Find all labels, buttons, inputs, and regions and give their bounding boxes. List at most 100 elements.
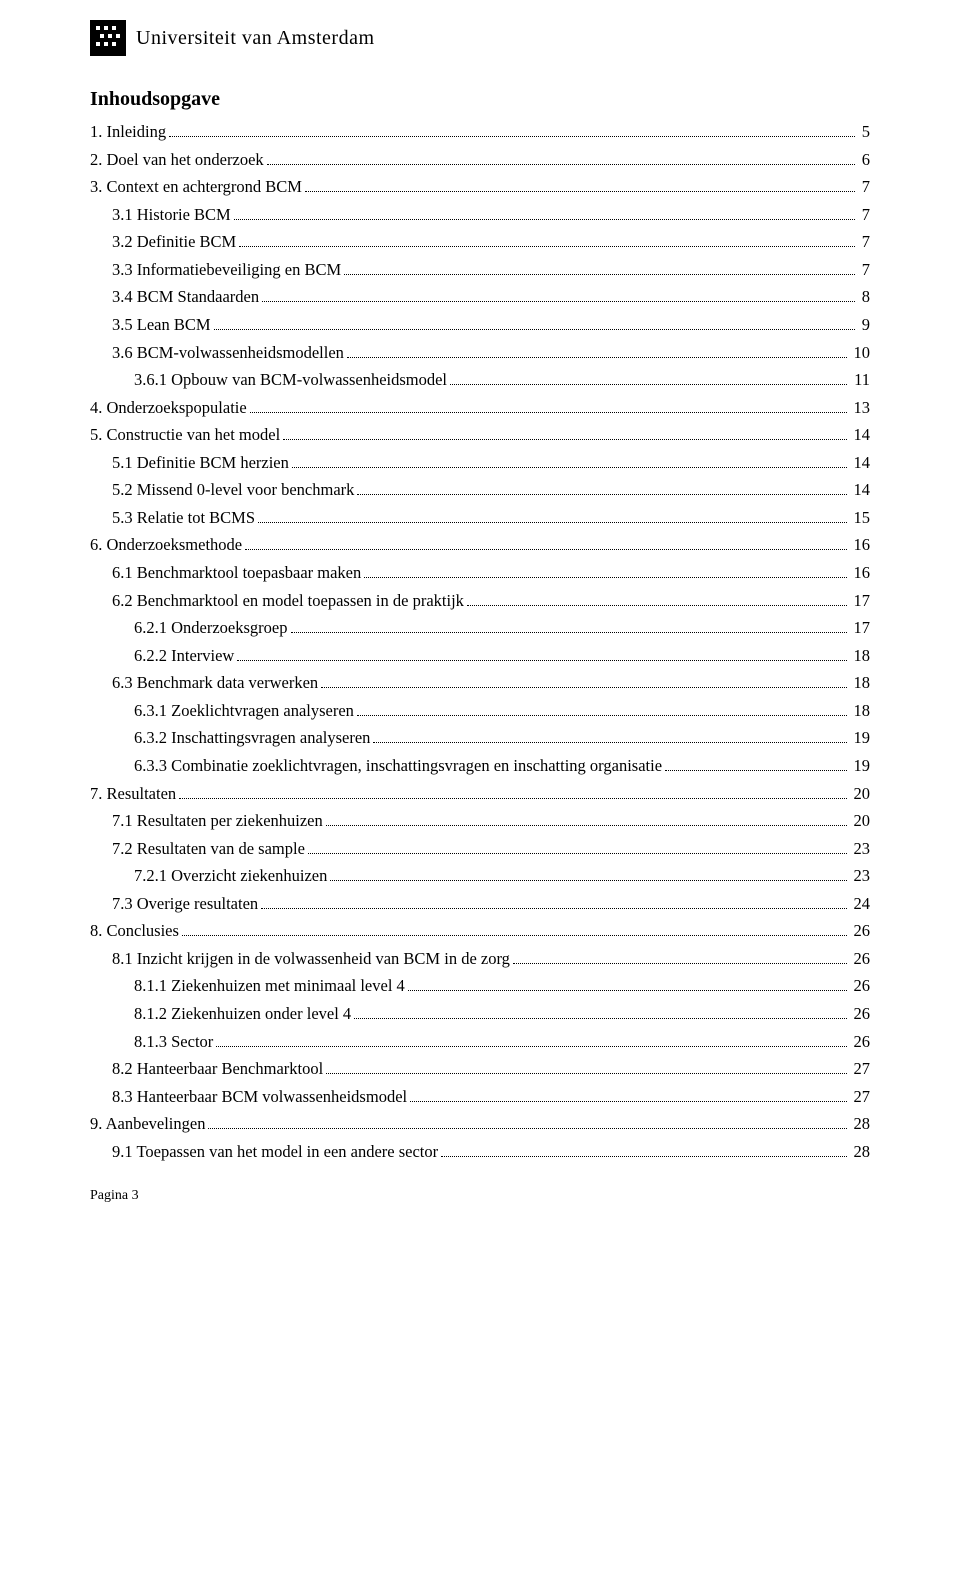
toc-entry-page: 18	[850, 670, 871, 696]
toc-entry-label: 6.2 Benchmarktool en model toepassen in …	[112, 588, 464, 614]
toc-entry: 6.3 Benchmark data verwerken 18	[90, 670, 870, 696]
toc-entry: 6. Onderzoeksmethode16	[90, 532, 870, 558]
toc-entry-page: 20	[850, 808, 871, 834]
toc-entry-page: 19	[850, 725, 871, 751]
toc-entry-label: 9. Aanbevelingen	[90, 1111, 205, 1137]
toc-leader-dots	[234, 211, 855, 220]
toc-entry-page: 13	[850, 395, 871, 421]
toc-entry-label: 6.3.2 Inschattingsvragen analyseren	[134, 725, 370, 751]
toc-entry: 9.1 Toepassen van het model in een ander…	[90, 1139, 870, 1165]
toc-entry: 6.2.1 Onderzoeksgroep 17	[90, 615, 870, 641]
toc-leader-dots	[308, 845, 847, 854]
toc-entry: 9. Aanbevelingen 28	[90, 1111, 870, 1137]
toc-entry: 3.6 BCM-volwassenheidsmodellen10	[90, 340, 870, 366]
toc-entry: 7. Resultaten20	[90, 781, 870, 807]
toc-entry-page: 18	[850, 643, 871, 669]
toc-leader-dots	[291, 624, 847, 633]
toc-leader-dots	[408, 982, 847, 991]
toc-leader-dots	[450, 376, 847, 385]
toc-leader-dots	[169, 128, 855, 137]
toc-entry: 7.2 Resultaten van de sample23	[90, 836, 870, 862]
toc-leader-dots	[354, 1010, 846, 1019]
toc-leader-dots	[267, 156, 855, 165]
toc-entry-label: 8.1.3 Sector	[134, 1029, 213, 1055]
toc-entry-page: 27	[850, 1056, 871, 1082]
toc-leader-dots	[330, 872, 846, 881]
institution-name: Universiteit van Amsterdam	[136, 27, 375, 50]
toc-entry: 5.3 Relatie tot BCMS 15	[90, 505, 870, 531]
toc-leader-dots	[410, 1093, 846, 1102]
toc-entry-label: 6.1 Benchmarktool toepasbaar maken	[112, 560, 361, 586]
toc-entry-page: 17	[850, 588, 871, 614]
toc-entry-page: 28	[850, 1111, 871, 1137]
toc-entry: 7.1 Resultaten per ziekenhuizen 20	[90, 808, 870, 834]
toc-entry-page: 14	[850, 477, 871, 503]
toc-entry-page: 7	[858, 229, 870, 255]
toc-entry-label: 3.4 BCM Standaarden	[112, 284, 259, 310]
uva-logo-icon	[90, 20, 126, 56]
toc-leader-dots	[179, 789, 846, 798]
toc-entry: 3.5 Lean BCM9	[90, 312, 870, 338]
toc-entry: 2. Doel van het onderzoek6	[90, 147, 870, 173]
toc-entry: 7.2.1 Overzicht ziekenhuizen23	[90, 863, 870, 889]
toc-leader-dots	[326, 1065, 846, 1074]
toc-entry-page: 18	[850, 698, 871, 724]
toc-leader-dots	[305, 183, 855, 192]
toc-entry-page: 27	[850, 1084, 871, 1110]
toc-leader-dots	[665, 762, 846, 771]
toc-entry-label: 5.1 Definitie BCM herzien	[112, 450, 289, 476]
toc-entry: 6.2.2 Interview 18	[90, 643, 870, 669]
toc-leader-dots	[182, 927, 847, 936]
toc-entry: 8.1 Inzicht krijgen in de volwassenheid …	[90, 946, 870, 972]
toc-entry-page: 9	[858, 312, 870, 338]
toc-entry-page: 5	[858, 119, 870, 145]
toc-title: Inhoudsopgave	[90, 88, 870, 111]
toc-leader-dots	[326, 817, 847, 826]
toc-entry-page: 20	[850, 781, 871, 807]
toc-entry-label: 8.1.2 Ziekenhuizen onder level 4	[134, 1001, 351, 1027]
toc-entry-label: 5.3 Relatie tot BCMS	[112, 505, 255, 531]
toc-entry: 5.1 Definitie BCM herzien14	[90, 450, 870, 476]
toc-entry-label: 8.2 Hanteerbaar Benchmarktool	[112, 1056, 323, 1082]
toc-entry-page: 15	[850, 505, 871, 531]
toc-leader-dots	[373, 734, 846, 743]
toc-entry: 6.2 Benchmarktool en model toepassen in …	[90, 588, 870, 614]
toc-leader-dots	[283, 431, 846, 440]
toc-leader-dots	[216, 1038, 846, 1047]
toc-entry-label: 3.6.1 Opbouw van BCM-volwassenheidsmodel	[134, 367, 447, 393]
toc-entry-page: 10	[850, 340, 871, 366]
toc-entry-page: 19	[850, 753, 871, 779]
toc-entry: 3.6.1 Opbouw van BCM-volwassenheidsmodel…	[90, 367, 870, 393]
toc-entry-page: 26	[850, 918, 871, 944]
toc-entry-page: 7	[858, 174, 870, 200]
toc-entry-label: 7.2 Resultaten van de sample	[112, 836, 305, 862]
toc-leader-dots	[261, 900, 846, 909]
toc-leader-dots	[245, 541, 846, 550]
toc-entry-page: 26	[850, 973, 871, 999]
toc-leader-dots	[262, 293, 855, 302]
toc-entry-label: 5.2 Missend 0-level voor benchmark	[112, 477, 354, 503]
page-number-label: Pagina 3	[90, 1188, 139, 1203]
toc-entry: 4. Onderzoekspopulatie13	[90, 395, 870, 421]
toc-entry-label: 1. Inleiding	[90, 119, 166, 145]
toc-entry-label: 8.1.1 Ziekenhuizen met minimaal level 4	[134, 973, 405, 999]
toc-entry: 3.1 Historie BCM7	[90, 202, 870, 228]
toc-entry-label: 3. Context en achtergrond BCM	[90, 174, 302, 200]
toc-entry-page: 28	[850, 1139, 871, 1165]
toc-entry: 3.2 Definitie BCM7	[90, 229, 870, 255]
toc-entry: 5. Constructie van het model14	[90, 422, 870, 448]
toc-entry-page: 17	[850, 615, 871, 641]
toc-entry-label: 7.1 Resultaten per ziekenhuizen	[112, 808, 323, 834]
page-header: Universiteit van Amsterdam	[90, 20, 870, 56]
toc-leader-dots	[364, 569, 846, 578]
toc-entry-label: 3.3 Informatiebeveiliging en BCM	[112, 257, 341, 283]
toc-leader-dots	[344, 266, 855, 275]
toc-entry-label: 6.2.2 Interview	[134, 643, 234, 669]
toc-entry: 8.2 Hanteerbaar Benchmarktool 27	[90, 1056, 870, 1082]
page-footer: Pagina 3	[90, 1188, 870, 1204]
toc-entry-label: 6.2.1 Onderzoeksgroep	[134, 615, 288, 641]
table-of-contents: 1. Inleiding52. Doel van het onderzoek63…	[90, 119, 870, 1164]
toc-entry-page: 26	[850, 1029, 871, 1055]
toc-entry-label: 6.3 Benchmark data verwerken	[112, 670, 318, 696]
toc-leader-dots	[467, 597, 847, 606]
